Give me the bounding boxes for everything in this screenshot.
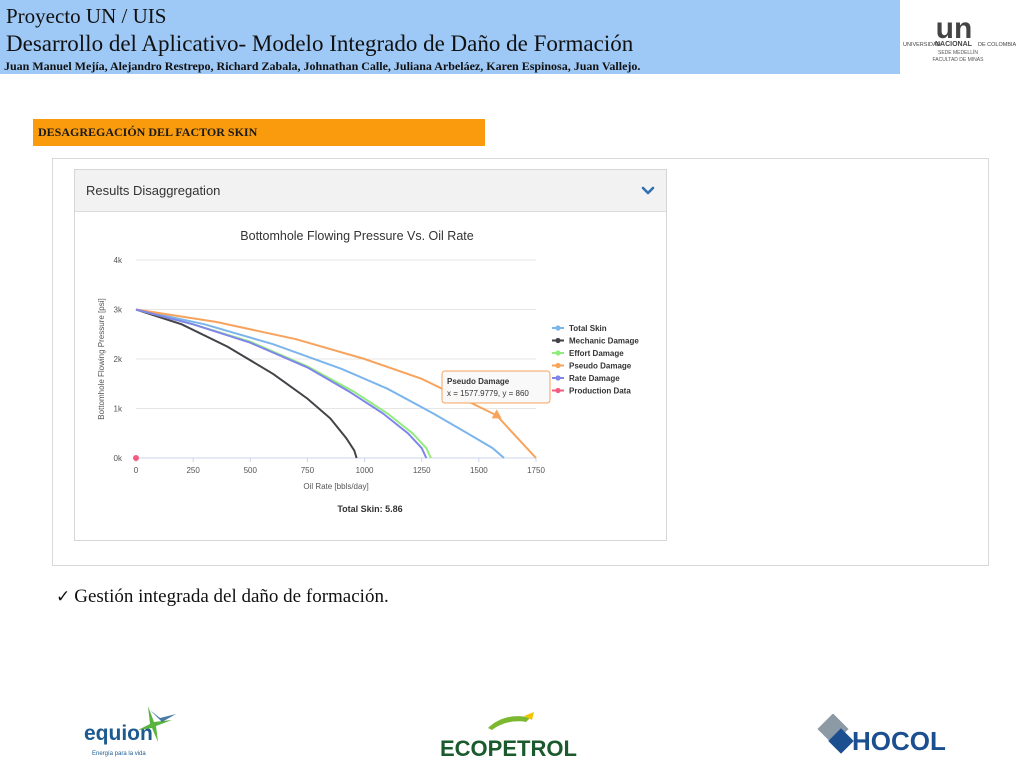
- legend-marker: [555, 337, 561, 344]
- un-logo-mark: un: [936, 12, 973, 45]
- chart-title: Bottomhole Flowing Pressure Vs. Oil Rate: [240, 229, 473, 243]
- total-skin-label: Total Skin: 5.86: [337, 504, 402, 514]
- legend-marker: [555, 362, 561, 369]
- hocol-logo: HOCOL: [817, 714, 946, 756]
- legend-entry: Production Data: [569, 387, 631, 396]
- svg-text:NACIONAL: NACIONAL: [935, 41, 973, 48]
- tooltip-box: [441, 370, 551, 404]
- ecopetrol-logo: ECOPETROL: [440, 712, 577, 761]
- section-title-bar: DESAGREGACIÓN DEL FACTOR SKIN: [33, 119, 485, 146]
- series-line-4: [135, 308, 428, 459]
- x-tick-label: 1500: [470, 466, 488, 475]
- chevron-down-icon[interactable]: [640, 184, 656, 198]
- slide-header: Proyecto UN / UIS Desarrollo del Aplicat…: [0, 0, 900, 74]
- svg-text:UNIVERSIDAD: UNIVERSIDAD: [903, 42, 941, 48]
- authors-line: Juan Manuel Mejía, Alejandro Restrepo, R…: [4, 59, 641, 73]
- legend-entry: Pseudo Damage: [569, 362, 632, 371]
- legend-marker: [555, 387, 561, 394]
- x-tick-label: 0: [134, 466, 139, 475]
- y-tick-label: 4k: [114, 256, 123, 265]
- legend-entry: Rate Damage: [569, 374, 620, 383]
- x-tick-label: 500: [244, 466, 258, 475]
- legend-entry: Effort Damage: [569, 349, 624, 358]
- x-axis-label: Oil Rate [bbls/day]: [303, 482, 368, 491]
- x-tick-label: 1000: [356, 466, 374, 475]
- legend-marker: [555, 325, 561, 331]
- check-icon: ✓: [56, 587, 71, 607]
- project-title: Proyecto UN / UIS: [6, 4, 167, 28]
- legend-entry: Mechanic Damage: [569, 337, 639, 346]
- results-panel: Results Disaggregation: [74, 169, 667, 541]
- bullet-point: ✓ Gestión integrada del daño de formación…: [56, 586, 389, 608]
- y-tick-label: 3k: [114, 306, 123, 315]
- tooltip-value: x = 1577.9779, y = 860: [447, 389, 529, 398]
- panel-title: Results Disaggregation: [86, 183, 221, 198]
- application-title: Desarrollo del Aplicativo- Modelo Integr…: [6, 31, 634, 56]
- hocol-wordmark: HOCOL: [852, 726, 946, 756]
- x-tick-label: 750: [301, 466, 315, 475]
- equion-logo: equion Energía para la vida: [84, 706, 176, 757]
- pressure-vs-rate-chart: Bottomhole Flowing Pressure Vs. Oil Rate…: [97, 229, 639, 514]
- x-tick-label: 1250: [413, 466, 431, 475]
- tooltip-series-name: Pseudo Damage: [447, 377, 510, 386]
- y-axis-label: Bottomhole Flowing Pressure [psi]: [97, 298, 106, 419]
- x-tick-label: 250: [186, 466, 200, 475]
- legend-marker: [555, 375, 561, 381]
- data-point: [133, 455, 139, 461]
- equion-wordmark: equion: [84, 722, 153, 745]
- series-line-2: [135, 308, 432, 459]
- tooltip-point-marker: [491, 409, 502, 419]
- bullet-text: Gestión integrada del daño de formación.: [74, 586, 389, 607]
- equion-tagline: Energía para la vida: [92, 751, 146, 757]
- ecopetrol-wordmark: ECOPETROL: [440, 736, 577, 761]
- svg-text:SEDE MEDELLÍN: SEDE MEDELLÍN: [938, 49, 978, 56]
- y-tick-label: 1k: [114, 405, 123, 414]
- svg-text:DE COLOMBIA: DE COLOMBIA: [978, 42, 1017, 48]
- series-line-1: [135, 308, 358, 459]
- universidad-nacional-logo: un UNIVERSIDAD NACIONAL DE COLOMBIA SEDE…: [903, 12, 1017, 63]
- x-tick-label: 1750: [527, 466, 545, 475]
- legend-marker: [555, 350, 561, 356]
- y-tick-label: 0k: [114, 454, 123, 463]
- panel-header[interactable]: Results Disaggregation: [75, 170, 666, 212]
- y-tick-label: 2k: [114, 355, 123, 364]
- legend-entry: Total Skin: [569, 324, 607, 333]
- svg-text:FACULTAD DE MINAS: FACULTAD DE MINAS: [933, 57, 985, 63]
- series-line-0: [135, 308, 505, 459]
